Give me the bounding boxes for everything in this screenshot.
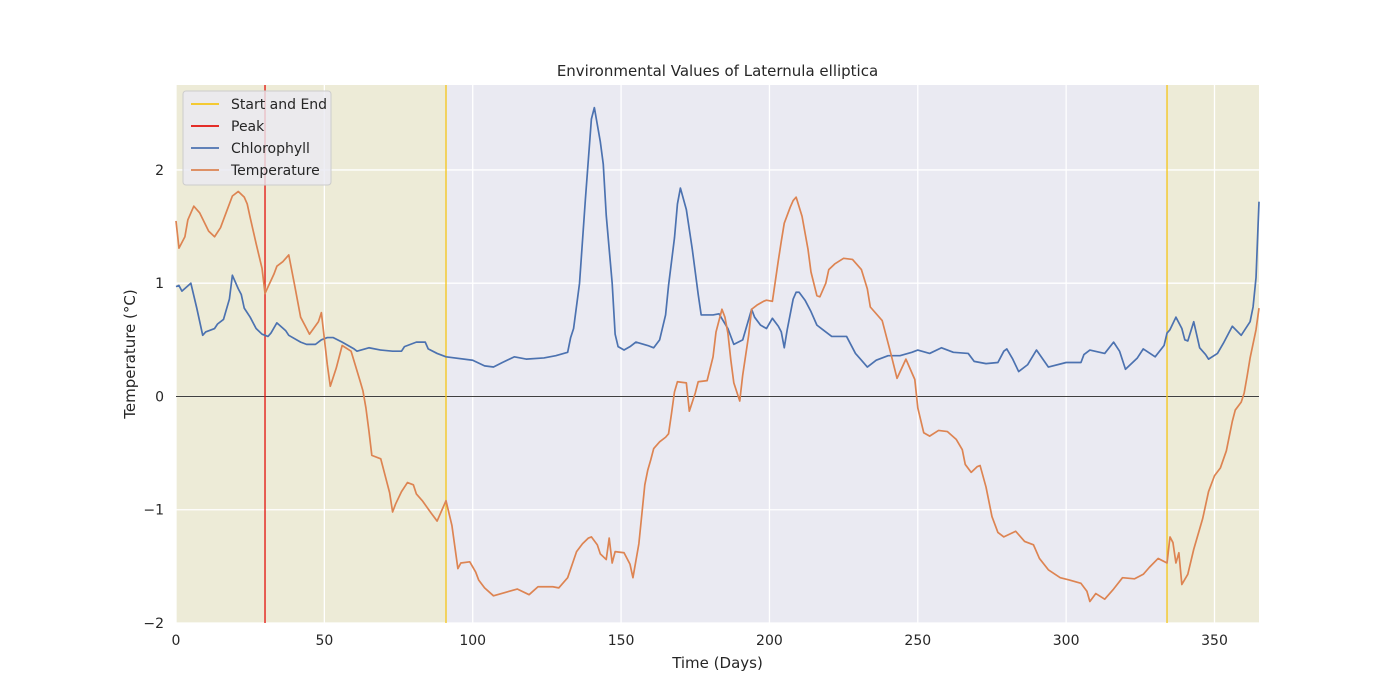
x-tick-label: 300	[1053, 633, 1080, 649]
y-tick-label: −2	[143, 616, 164, 632]
series-line-temperature	[175, 190, 1260, 603]
tick-labels: 0 50 100 150 200 250 300 350 −2 −1 0 1 2	[143, 163, 1228, 649]
series-group	[175, 106, 1260, 603]
shaded-span	[1167, 85, 1259, 623]
x-tick-label: 350	[1201, 633, 1228, 649]
series-line-chlorophyll	[175, 106, 1260, 373]
x-tick-label: 200	[756, 633, 783, 649]
legend-label: Chlorophyll	[231, 141, 310, 157]
x-tick-label: 250	[904, 633, 931, 649]
chart-title: Environmental Values of Laternula ellipt…	[557, 62, 878, 80]
x-tick-label: 100	[459, 633, 486, 649]
y-tick-label: 1	[155, 276, 164, 292]
legend-box	[182, 90, 332, 186]
x-tick-label: 0	[172, 633, 181, 649]
x-tick-label: 150	[608, 633, 635, 649]
y-tick-label: 0	[155, 389, 164, 405]
legend-label: Temperature	[230, 163, 320, 179]
y-axis-label: Temperature (°C)	[121, 289, 139, 419]
y-tick-label: 2	[155, 163, 164, 179]
legend-label: Peak	[231, 119, 265, 135]
legend: Start and End Peak Chlorophyll Temperature	[182, 90, 332, 186]
x-axis-label: Time (Days)	[671, 654, 763, 672]
x-tick-label: 50	[315, 633, 333, 649]
y-tick-label: −1	[143, 503, 164, 519]
legend-label: Start and End	[231, 97, 327, 113]
